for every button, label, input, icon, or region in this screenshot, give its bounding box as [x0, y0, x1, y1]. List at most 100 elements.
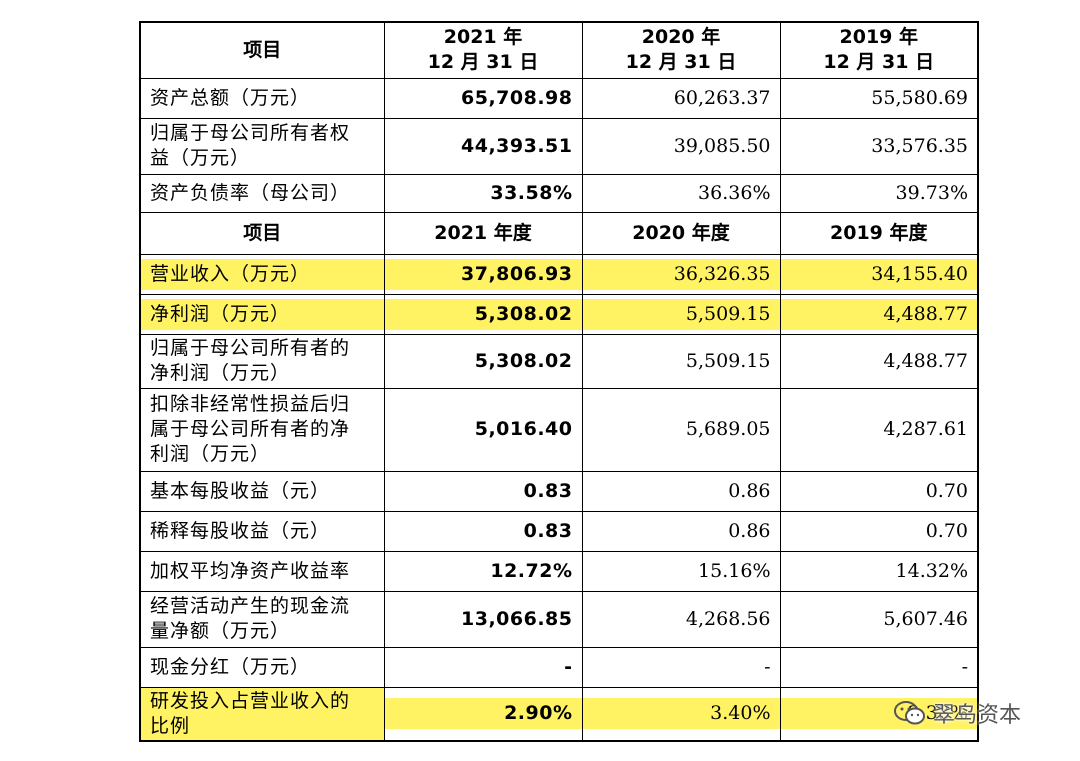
table-row: 现金分红（万元） - - - — [139, 646, 979, 688]
value-2019: 0.70 — [779, 470, 979, 512]
row-label-line: 益（万元） — [150, 147, 251, 169]
highlight-band: 研发投入占营业收入的 比例 — [141, 688, 383, 740]
row-label-line: 净利润（万元） — [150, 362, 291, 384]
row-label-line: 利润（万元） — [150, 443, 271, 465]
value-2019: 55,580.69 — [779, 77, 979, 119]
row-label: 营业收入（万元） — [139, 253, 385, 295]
header-year-2019: 2019 年 — [839, 26, 919, 49]
highlight-band: 净利润（万元） — [141, 298, 383, 330]
watermark-text: 翠鸟资本 — [933, 703, 1022, 728]
financial-table: 项目 2021 年 12 月 31 日 2020 年 12 月 31 日 201… — [139, 21, 979, 742]
value-2019: 3.33% — [779, 686, 979, 742]
value-2019: 5,607.46 — [779, 590, 979, 648]
row-label: 资产总额（万元） — [139, 77, 385, 119]
highlight-band: 5,509.15 — [583, 298, 779, 330]
value-2020: 60,263.37 — [581, 77, 781, 119]
value-2019: 14.32% — [779, 550, 979, 592]
value-2021: 5,016.40 — [383, 387, 583, 472]
row-label: 扣除非经常性损益后归 属于母公司所有者的净 利润（万元） — [139, 387, 385, 472]
table-row: 归属于母公司所有者权 益（万元） 44,393.51 39,085.50 33,… — [139, 117, 979, 175]
highlight-band: 36,326.35 — [583, 258, 779, 290]
value-2021: 0.83 — [383, 510, 583, 552]
header-date-2021: 12 月 31 日 — [427, 51, 539, 74]
value-2020: 36.36% — [581, 173, 781, 213]
table-row-highlighted: 营业收入（万元） 37,806.93 36,326.35 34,155.40 — [139, 253, 979, 295]
value-2021: 13,066.85 — [383, 590, 583, 648]
table-row: 归属于母公司所有者的 净利润（万元） 5,308.02 5,509.15 4,4… — [139, 333, 979, 389]
header-date-2019: 12 月 31 日 — [823, 51, 935, 74]
value-2019: 4,488.77 — [779, 333, 979, 389]
row-label: 现金分红（万元） — [139, 646, 385, 688]
table-row: 经营活动产生的现金流 量净额（万元） 13,066.85 4,268.56 5,… — [139, 590, 979, 648]
highlight-band: 37,806.93 — [385, 258, 581, 290]
row-label-line: 扣除非经常性损益后归 — [150, 393, 351, 415]
value-2021: - — [383, 646, 583, 688]
table-row: 加权平均净资产收益率 12.72% 15.16% 14.32% — [139, 550, 979, 592]
header-2021-income: 2021 年度 — [383, 211, 583, 255]
header-2021-balance: 2021 年 12 月 31 日 — [383, 21, 583, 79]
value-2020: 5,689.05 — [581, 387, 781, 472]
row-label: 基本每股收益（元） — [139, 470, 385, 512]
row-label-line: 研发投入占营业收入的 — [150, 689, 351, 712]
row-label-line: 属于母公司所有者的净 — [150, 418, 351, 440]
value-2019: 4,488.77 — [779, 293, 979, 335]
header-2019-income: 2019 年度 — [779, 211, 979, 255]
row-label-line: 量净额（万元） — [150, 620, 291, 642]
header-item: 项目 — [139, 211, 385, 255]
highlight-band: 3.40% — [583, 698, 779, 730]
table-row: 资产总额（万元） 65,708.98 60,263.37 55,580.69 — [139, 77, 979, 119]
header-item-label: 项目 — [243, 38, 282, 61]
highlight-band: 4,488.77 — [781, 298, 977, 330]
value-2021: 33.58% — [383, 173, 583, 213]
table-row: 扣除非经常性损益后归 属于母公司所有者的净 利润（万元） 5,016.40 5,… — [139, 387, 979, 472]
row-label: 加权平均净资产收益率 — [139, 550, 385, 592]
row-label: 归属于母公司所有者权 益（万元） — [139, 117, 385, 175]
row-label: 净利润（万元） — [139, 293, 385, 335]
row-label: 稀释每股收益（元） — [139, 510, 385, 552]
value-2020: 39,085.50 — [581, 117, 781, 175]
highlight-band: 2.90% — [385, 698, 581, 730]
value-2021: 44,393.51 — [383, 117, 583, 175]
value-2020: 36,326.35 — [581, 253, 781, 295]
row-label-line: 比例 — [150, 714, 191, 737]
header-2020-balance: 2020 年 12 月 31 日 — [581, 21, 781, 79]
row-label: 资产负债率（母公司） — [139, 173, 385, 213]
header-2019-balance: 2019 年 12 月 31 日 — [779, 21, 979, 79]
value-2020: 5,509.15 — [581, 333, 781, 389]
header-2020-income: 2020 年度 — [581, 211, 781, 255]
table-row-highlighted: 净利润（万元） 5,308.02 5,509.15 4,488.77 — [139, 293, 979, 335]
value-2021: 5,308.02 — [383, 293, 583, 335]
row-label: 归属于母公司所有者的 净利润（万元） — [139, 333, 385, 389]
value-2019: 0.70 — [779, 510, 979, 552]
header-year-2021: 2021 年 — [443, 26, 523, 49]
value-2019: - — [779, 646, 979, 688]
value-2020: 0.86 — [581, 510, 781, 552]
value-2021: 65,708.98 — [383, 77, 583, 119]
header-item: 项目 — [139, 21, 385, 79]
value-2020: - — [581, 646, 781, 688]
row-label-line: 归属于母公司所有者的 — [150, 337, 351, 359]
value-2019: 39.73% — [779, 173, 979, 213]
value-2020: 15.16% — [581, 550, 781, 592]
value-2021: 37,806.93 — [383, 253, 583, 295]
row-label: 经营活动产生的现金流 量净额（万元） — [139, 590, 385, 648]
value-2019: 34,155.40 — [779, 253, 979, 295]
watermark: 翠鸟资本 — [893, 693, 1021, 733]
value-2021: 0.83 — [383, 470, 583, 512]
value-2019: 33,576.35 — [779, 117, 979, 175]
header-date-2020: 12 月 31 日 — [625, 51, 737, 74]
header-row-income: 项目 2021 年度 2020 年度 2019 年度 — [139, 211, 979, 255]
value-2020: 0.86 — [581, 470, 781, 512]
value-2021: 12.72% — [383, 550, 583, 592]
row-label: 研发投入占营业收入的 比例 — [139, 686, 385, 742]
value-2021: 2.90% — [383, 686, 583, 742]
row-label-line: 经营活动产生的现金流 — [150, 595, 351, 617]
value-2020: 4,268.56 — [581, 590, 781, 648]
value-2019: 4,287.61 — [779, 387, 979, 472]
table-row: 资产负债率（母公司） 33.58% 36.36% 39.73% — [139, 173, 979, 213]
table-row: 稀释每股收益（元） 0.83 0.86 0.70 — [139, 510, 979, 552]
highlight-band: 5,308.02 — [385, 298, 581, 330]
value-2020: 3.40% — [581, 686, 781, 742]
highlight-band: 34,155.40 — [781, 258, 977, 290]
table-row: 基本每股收益（元） 0.83 0.86 0.70 — [139, 470, 979, 512]
